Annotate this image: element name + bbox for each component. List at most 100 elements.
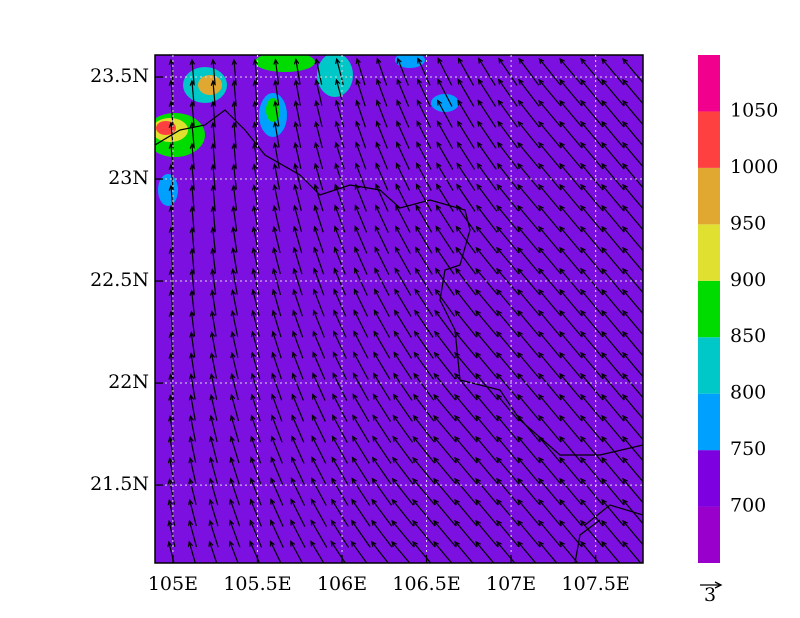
wind-arrowhead	[231, 205, 237, 212]
wind-arrow	[622, 268, 643, 294]
wind-arrowhead	[189, 142, 196, 149]
colorbar-segment	[698, 280, 720, 338]
wind-arrow	[332, 373, 348, 401]
wind-arrowhead	[518, 78, 524, 85]
wind-arrowhead	[189, 331, 195, 338]
wind-arrow	[354, 205, 368, 233]
wind-arrowhead	[559, 519, 565, 526]
wind-arrowhead	[375, 120, 381, 127]
wind-arrowhead	[352, 435, 358, 442]
wind-arrowhead	[313, 183, 319, 190]
wind-arrow	[475, 268, 499, 296]
wind-arrow	[250, 478, 262, 506]
wind-arrow	[372, 436, 392, 464]
wind-arrowhead	[412, 414, 419, 421]
wind-arrowhead	[374, 246, 380, 253]
wind-arrowhead	[434, 309, 440, 316]
wind-arrow	[333, 310, 347, 338]
wind-arrow	[356, 79, 366, 107]
wind-arrowhead	[372, 414, 378, 421]
y-tick-label: 22.5N	[90, 269, 149, 291]
wind-arrowhead	[454, 456, 460, 463]
wind-arrow	[374, 247, 390, 275]
wind-arrowhead	[476, 141, 483, 148]
wind-arrow	[393, 331, 413, 359]
wind-arrowhead	[601, 141, 607, 148]
wind-arrow	[170, 59, 174, 85]
wind-arrow	[271, 415, 283, 443]
wind-arrow	[376, 100, 388, 128]
wind-arrow	[232, 269, 238, 295]
wind-arrow	[230, 415, 240, 443]
wind-arrow	[212, 164, 216, 190]
wind-arrowhead	[334, 99, 341, 106]
wind-arrow	[272, 289, 282, 317]
wind-arrow	[293, 247, 303, 275]
wind-arrow	[412, 499, 436, 527]
wind-arrow	[475, 415, 499, 443]
wind-arrow	[373, 310, 391, 338]
wind-arrowhead	[271, 267, 278, 275]
wind-arrow	[191, 248, 195, 274]
wind-arrowhead	[189, 79, 196, 86]
wind-arrow	[538, 499, 562, 527]
wind-arrow	[601, 415, 625, 443]
wind-arrowhead	[538, 351, 544, 358]
wind-arrowhead	[455, 267, 461, 274]
wind-arrow	[211, 248, 217, 274]
wind-arrow	[252, 290, 260, 316]
wind-arrow	[374, 226, 390, 254]
wind-arrow	[331, 436, 349, 464]
wind-arrowhead	[396, 120, 402, 127]
wind-arrow	[191, 206, 195, 232]
wind-arrowhead	[210, 58, 217, 65]
wind-arrow	[454, 541, 474, 563]
wind-arrow	[210, 353, 218, 379]
wind-arrow	[232, 248, 238, 274]
wind-arrowhead	[353, 309, 359, 316]
wind-arrow	[580, 331, 604, 359]
wind-arrow	[517, 184, 541, 212]
wind-arrowhead	[354, 183, 360, 190]
wind-arrow	[475, 289, 499, 317]
wind-arrow	[622, 394, 643, 420]
wind-arrowhead	[518, 57, 524, 64]
wind-arrowhead	[189, 184, 196, 191]
wind-arrow	[351, 478, 371, 506]
wind-arrow	[601, 268, 625, 296]
wind-arrow	[211, 332, 217, 358]
wind-arrowhead	[354, 225, 360, 232]
wind-arrow	[210, 374, 218, 400]
wind-arrowhead	[189, 352, 195, 359]
wind-arrowhead	[496, 351, 502, 358]
wind-arrowhead	[601, 78, 607, 85]
wind-arrowhead	[622, 246, 628, 253]
wind-arrowhead	[231, 100, 238, 107]
wind-arrow	[580, 58, 604, 86]
wind-arrowhead	[270, 456, 276, 463]
wind-arrowhead	[250, 372, 256, 379]
wind-arrow	[622, 100, 643, 126]
wind-arrow	[454, 520, 478, 548]
wind-arrow	[391, 499, 415, 527]
wind-arrow	[272, 310, 282, 338]
wind-arrow	[601, 478, 625, 506]
wind-arrowhead	[434, 267, 441, 274]
wind-arrow	[375, 184, 389, 212]
wind-arrow	[334, 205, 346, 233]
wind-arrowhead	[601, 414, 607, 421]
wind-arrow	[580, 352, 604, 380]
colorbar-segment	[698, 111, 720, 168]
wind-arrow	[414, 289, 434, 317]
wind-arrowhead	[517, 519, 523, 526]
wind-arrowhead	[454, 540, 460, 547]
wind-arrowhead	[293, 79, 300, 86]
wind-arrowhead	[538, 435, 544, 442]
wind-arrow	[580, 541, 600, 563]
wind-arrow	[580, 163, 604, 191]
wind-arrowhead	[209, 435, 215, 443]
wind-arrow	[395, 205, 411, 233]
wind-arrowhead	[559, 120, 565, 127]
wind-arrowhead	[355, 141, 361, 148]
wind-arrow	[416, 121, 432, 149]
